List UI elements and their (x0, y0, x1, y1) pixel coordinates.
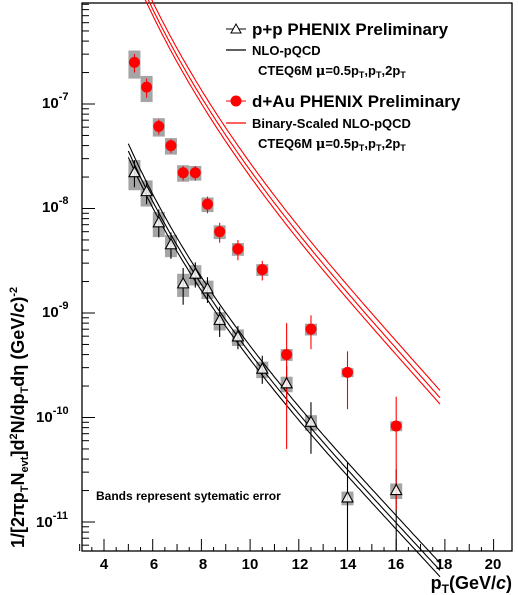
x-tick-label: 4 (100, 556, 109, 573)
dau-data-point (177, 167, 189, 179)
legend-entry-pp: p+p PHENIX Preliminary (226, 20, 449, 39)
pp-data-point (231, 329, 245, 342)
legend-entry-dau: d+Au PHENIX Preliminary (226, 92, 461, 111)
binary-scaled-curve (144, 0, 441, 405)
dau-data-point (342, 366, 353, 378)
pp-data-point (152, 215, 166, 228)
nlo-pqcd-curve (127, 143, 441, 564)
dau-data-point (128, 56, 140, 68)
y-tick-label: 10-11 (36, 510, 68, 531)
systematic-error-note: Bands represent sytematic error (96, 489, 281, 503)
x-tick-label: 14 (340, 556, 357, 573)
binary-scaled-curve (151, 0, 441, 391)
pp-data-point (280, 376, 294, 389)
statistical-error-bars (133, 54, 397, 551)
nlo-pqcd-curve (127, 157, 441, 578)
data-markers (128, 56, 403, 503)
dau-data-point (201, 198, 213, 210)
y-tick-label: 10-10 (36, 405, 69, 426)
legend-label-nlo-cteq: CTEQ6M μ=0.5pT,pT,2pT (258, 63, 406, 80)
legend-label-dau: d+Au PHENIX Preliminary (252, 92, 461, 111)
legend-entry-binary: Binary-Scaled NLO-pQCD CTEQ6M μ=0.5pT,pT… (226, 116, 411, 153)
pp-data-point (341, 490, 354, 503)
dau-data-point (390, 420, 402, 432)
pp-data-point (140, 184, 154, 197)
y-axis-title: 1/[2πpTNevt]d2N/dpTdη (GeV/c)-2 (8, 287, 31, 548)
pp-data-point (201, 281, 214, 294)
nlo-pqcd-curve (127, 150, 441, 571)
pp-data-point (304, 415, 318, 427)
pp-data-point (213, 313, 227, 325)
x-tick-labels: 4 6 8 10 12 14 16 18 20 (100, 556, 502, 573)
pp-data-point (164, 237, 178, 250)
y-axis-ticks (82, 3, 95, 546)
y-tick-labels: 10-7 10-8 10-9 10-10 10-11 (36, 91, 69, 531)
x-axis-title: pT(GeV/c) (431, 573, 512, 595)
dau-data-point (153, 120, 165, 132)
dau-data-point (165, 140, 177, 152)
x-tick-label: 16 (388, 556, 405, 573)
legend: p+p PHENIX Preliminary NLO-pQCD CTEQ6M μ… (226, 20, 461, 153)
y-tick-label: 10-8 (42, 195, 68, 216)
x-tick-label: 6 (150, 556, 158, 573)
x-tick-label: 20 (485, 556, 502, 573)
pp-data-point (188, 267, 202, 279)
x-tick-label: 10 (242, 556, 259, 573)
dau-data-point (189, 167, 201, 179)
plot-frame (81, 2, 513, 552)
dau-data-point (281, 349, 293, 361)
pp-data-point (255, 362, 269, 374)
legend-circle-icon (230, 95, 242, 107)
pp-data-point (389, 483, 403, 496)
legend-label-binary: Binary-Scaled NLO-pQCD (252, 116, 411, 131)
x-tick-label: 18 (436, 556, 453, 573)
x-tick-label: 8 (199, 556, 207, 573)
dau-data-point (214, 226, 226, 238)
legend-label-nlo: NLO-pQCD (252, 43, 321, 58)
dau-data-point (141, 81, 153, 93)
legend-label-binary-cteq: CTEQ6M μ=0.5pT,pT,2pT (258, 136, 406, 153)
legend-label-pp: p+p PHENIX Preliminary (252, 20, 449, 39)
dau-data-point (232, 243, 244, 255)
theory-curves (127, 0, 441, 578)
x-tick-label: 12 (292, 556, 309, 573)
dau-data-point (256, 264, 268, 276)
legend-entry-nlo: NLO-pQCD CTEQ6M μ=0.5pT,pT,2pT (226, 43, 406, 80)
pp-data-point (176, 276, 190, 289)
y-tick-label: 10-7 (42, 91, 68, 112)
dau-data-point (305, 323, 317, 335)
pp-data-point (128, 165, 141, 178)
y-tick-label: 10-9 (42, 300, 68, 321)
x-axis-ticks (79, 539, 495, 551)
binary-scaled-curve (147, 0, 441, 399)
legend-triangle-icon (230, 22, 242, 34)
